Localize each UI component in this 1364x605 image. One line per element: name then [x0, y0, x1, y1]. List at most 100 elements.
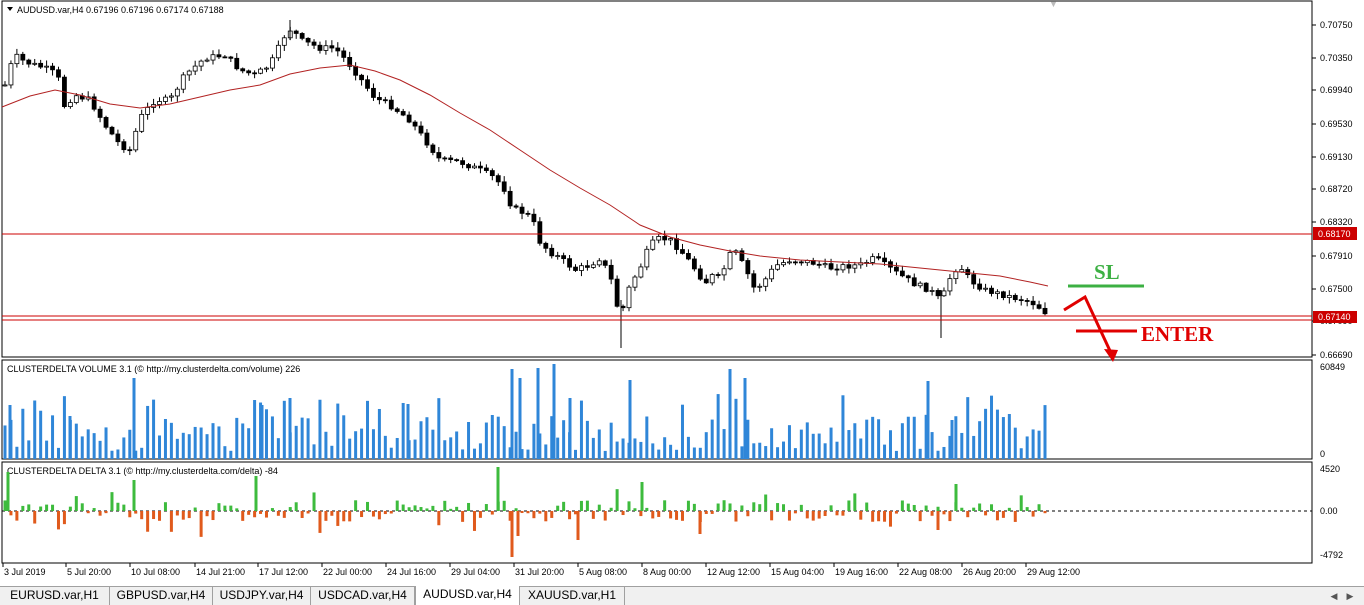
volume-bar	[92, 433, 96, 459]
candle-body	[834, 268, 840, 271]
volume-bar	[1031, 429, 1035, 459]
volume-bar	[193, 426, 197, 459]
volume-bar	[270, 416, 274, 459]
chart-canvas[interactable]: AUDUSD.var,H4 0.67196 0.67196 0.67174 0.…	[0, 0, 1364, 586]
main-price-panel[interactable]	[1, 0, 1313, 358]
delta-bar-negative	[241, 511, 245, 521]
candle-body	[204, 59, 210, 62]
delta-bar-positive	[413, 505, 417, 511]
tab-eurusd[interactable]: EURUSD.var,H1	[0, 587, 110, 605]
volume-bar	[413, 439, 417, 459]
delta-bar-negative	[841, 511, 845, 516]
volume-bar	[175, 438, 179, 459]
tab-scroll-right-icon[interactable]: ▶	[1346, 591, 1354, 601]
candle-body	[347, 57, 353, 67]
candle-body	[359, 74, 364, 81]
candle-body	[109, 126, 115, 135]
volume-bar	[692, 447, 696, 459]
delta-bar-negative	[33, 511, 37, 524]
volume-bar	[829, 427, 833, 459]
delta-bar-positive	[395, 500, 399, 511]
candle-body	[822, 263, 828, 266]
volume-bar	[490, 415, 494, 459]
delta-bar-positive	[829, 505, 833, 511]
delta-bar-negative	[134, 511, 138, 514]
candle-body	[798, 261, 804, 264]
volume-bar	[960, 432, 964, 459]
delta-bar-negative	[324, 511, 328, 521]
delta-bar-positive	[254, 476, 258, 511]
tab-xauusd[interactable]: XAUUSD.var,H1	[520, 587, 625, 605]
delta-bar-positive	[799, 504, 803, 511]
volume-bar	[508, 447, 512, 459]
time-tick-label: 8 Aug 00:00	[643, 567, 691, 577]
delta-bar-negative	[510, 511, 514, 557]
volume-bar	[799, 429, 803, 459]
delta-bar-negative	[710, 511, 714, 514]
candle-body	[965, 269, 971, 276]
volume-bar	[389, 447, 393, 459]
volume-bar	[686, 436, 690, 459]
delta-bar-negative	[98, 511, 102, 516]
volume-bar	[743, 378, 747, 459]
price-tick-label: 0.69530	[1320, 119, 1353, 129]
delta-bar-negative	[574, 511, 578, 515]
tab-usdjpy[interactable]: USDJPY.var,H4	[213, 587, 311, 605]
delta-bar-negative	[657, 511, 661, 517]
delta-bar-negative	[169, 511, 173, 532]
volume-bar	[918, 448, 922, 459]
candle-body	[258, 68, 263, 74]
candle-body	[614, 278, 620, 307]
delta-bar-positive	[68, 506, 72, 511]
delta-bar-negative	[918, 511, 922, 522]
delta-bar-positive	[229, 505, 233, 511]
volume-bar	[633, 438, 637, 459]
delta-bar-positive	[39, 506, 43, 511]
volume-bar	[1001, 417, 1005, 459]
tab-usdcad[interactable]: USDCAD.var,H4	[311, 587, 415, 605]
candle-body	[121, 141, 127, 151]
tab-audusd[interactable]: AUDUSD.var,H4	[415, 586, 520, 605]
delta-bar-positive	[21, 505, 25, 511]
volume-bar	[615, 441, 619, 459]
volume-bar	[455, 431, 459, 459]
delta-bar-positive	[579, 500, 583, 511]
volume-bar	[752, 443, 756, 459]
candle-body	[1024, 300, 1030, 302]
volume-bar	[484, 422, 488, 459]
price-tick-label: 0.70750	[1320, 20, 1353, 30]
volume-bar	[651, 443, 655, 459]
delta-bar-negative	[675, 511, 679, 520]
time-tick-label: 24 Jul 16:00	[387, 567, 436, 577]
volume-bar	[348, 438, 352, 459]
delta-bar-positive	[692, 503, 696, 511]
candle-body	[769, 268, 775, 280]
delta-bar-positive	[758, 504, 762, 511]
delta-bar-negative	[104, 511, 108, 514]
delta-bar-negative	[461, 511, 465, 522]
delta-panel[interactable]	[1, 461, 1313, 564]
volume-bar	[132, 378, 136, 459]
time-tick-label: 22 Jul 00:00	[323, 567, 372, 577]
candle-body	[8, 63, 14, 86]
delta-bar-negative	[793, 511, 797, 514]
delta-bar-negative	[591, 511, 595, 519]
delta-bar-negative	[205, 511, 209, 517]
sl-label: SL	[1094, 260, 1120, 284]
delta-bar-negative	[247, 511, 251, 515]
tab-gbpusd[interactable]: GBPUSD.var,H4	[110, 587, 213, 605]
volume-bar	[865, 419, 869, 459]
delta-axis-zero: 0.00	[1320, 506, 1338, 516]
caption-dropdown-icon[interactable]	[7, 7, 13, 11]
volume-bar	[39, 410, 43, 459]
delta-bar-positive	[954, 484, 958, 511]
price-tick-label: 0.70350	[1320, 53, 1353, 63]
volume-panel[interactable]	[1, 359, 1313, 460]
volume-bar	[377, 408, 381, 459]
candle-body	[240, 68, 246, 72]
tab-scroll-left-icon[interactable]: ◀	[1330, 591, 1338, 601]
candle-body	[507, 190, 513, 207]
candle-body	[1012, 294, 1018, 301]
candle-body	[852, 264, 858, 269]
volume-bar	[241, 423, 245, 459]
